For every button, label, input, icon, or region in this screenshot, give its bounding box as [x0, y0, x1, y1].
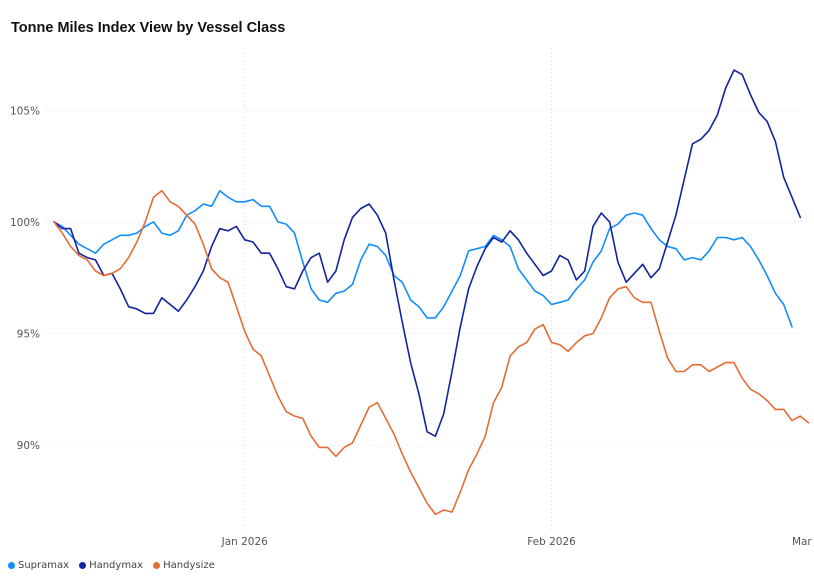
- series-lines: [53, 69, 810, 516]
- legend-item-handymax[interactable]: Handymax: [79, 560, 143, 571]
- legend-item-handysize[interactable]: Handysize: [153, 560, 215, 571]
- chart-title: Tonne Miles Index View by Vessel Class: [11, 20, 286, 36]
- legend-item-supramax[interactable]: Supramax: [8, 560, 69, 571]
- legend-label-handymax: Handymax: [89, 560, 144, 571]
- y-axis-labels: 90% 95% 100% 105%: [10, 105, 40, 452]
- legend-marker-handymax-icon: [79, 562, 87, 569]
- y-tick-label: 100%: [10, 217, 40, 229]
- series-line-handymax: [53, 69, 802, 438]
- x-tick-label: Mar 2026: [792, 536, 814, 548]
- legend-marker-handysize-icon: [153, 562, 161, 569]
- legend-marker-supramax-icon: [8, 562, 15, 569]
- x-tick-label: Jan 2026: [221, 536, 269, 548]
- y-tick-label: 95%: [17, 329, 40, 341]
- x-axis-labels: Jan 2026 Feb 2026 Mar 2026: [221, 536, 814, 548]
- series-line-handysize: [53, 189, 810, 516]
- y-tick-label: 90%: [17, 440, 40, 452]
- gridlines: [46, 48, 800, 530]
- y-tick-label: 105%: [10, 105, 40, 117]
- legend-label-handysize: Handysize: [163, 560, 215, 571]
- series-line-supramax: [53, 189, 793, 328]
- x-tick-label: Feb 2026: [527, 536, 576, 548]
- legend: Supramax Handymax Handysize: [8, 560, 215, 571]
- legend-label-supramax: Supramax: [18, 560, 70, 571]
